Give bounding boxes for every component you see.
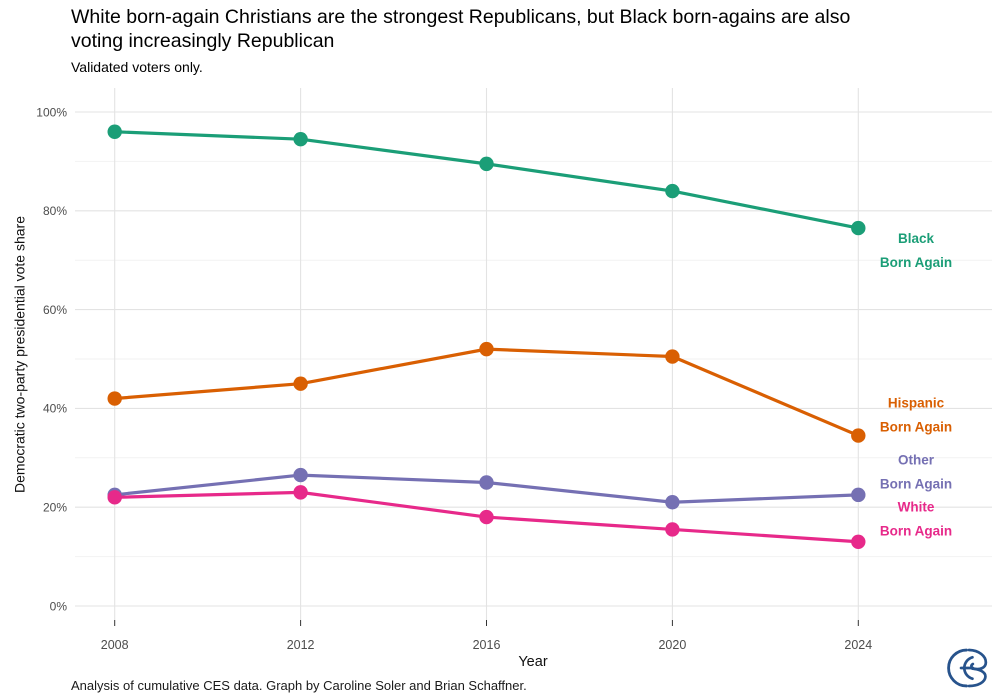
y-tick-label: 80% [43, 204, 67, 218]
series-label-hispanic-born-again: Hispanic Born Again [880, 395, 952, 434]
data-point-hispanic-born-again [107, 391, 122, 406]
x-tick-label: 2020 [658, 638, 686, 652]
x-tick-label: 2024 [844, 638, 872, 652]
data-point-white-born-again [479, 509, 494, 525]
chart-title-line2: voting increasingly Republican [71, 30, 335, 52]
ces-logo [947, 648, 988, 688]
chart-subtitle: Validated voters only. [71, 59, 203, 75]
data-point-white-born-again [851, 534, 866, 549]
data-point-black-born-again [107, 124, 122, 139]
data-point-hispanic-born-again [293, 376, 308, 391]
data-point-hispanic-born-again [479, 341, 494, 357]
y-tick-label: 100% [36, 105, 67, 119]
source-caption: Analysis of cumulative CES data. Graph b… [71, 678, 527, 693]
x-axis-title: Year [518, 654, 548, 670]
data-point-black-born-again [293, 131, 308, 147]
data-point-black-born-again [851, 220, 866, 236]
ces-logo-s-top [967, 648, 988, 671]
ces-logo-c-arc [947, 648, 968, 688]
y-tick-label: 40% [43, 402, 67, 416]
data-point-hispanic-born-again [665, 349, 680, 364]
series-label-black-born-again: Black Born Again [880, 231, 952, 270]
x-tick-label: 2012 [287, 638, 315, 652]
data-point-other-born-again [479, 475, 494, 490]
x-tick-label: 2016 [473, 638, 501, 652]
series-label-white-born-again: White Born Again [880, 500, 952, 539]
data-point-hispanic-born-again [851, 428, 866, 443]
ces-logo-s-bottom [967, 667, 987, 688]
chart-title-line1: White born-again Christians are the stro… [71, 6, 851, 28]
data-point-black-born-again [665, 183, 680, 199]
y-tick-label: 20% [43, 501, 67, 515]
series-label-other-born-again: Other Born Again [880, 453, 952, 492]
data-point-black-born-again [479, 156, 494, 172]
y-tick-label: 0% [50, 599, 68, 613]
chart-title: White born-again Christians are the stro… [71, 5, 976, 53]
data-point-white-born-again [293, 485, 308, 500]
data-point-other-born-again [851, 487, 866, 503]
y-tick-label: 60% [43, 303, 67, 317]
data-point-white-born-again [665, 522, 680, 537]
data-point-other-born-again [665, 495, 680, 510]
data-point-other-born-again [293, 467, 308, 483]
data-point-white-born-again [107, 490, 122, 505]
x-tick-label: 2008 [101, 638, 129, 652]
